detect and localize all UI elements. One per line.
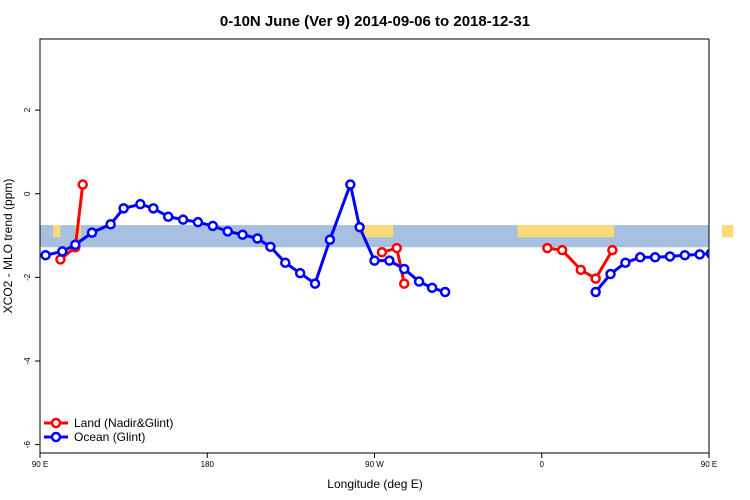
data-point — [737, 241, 745, 249]
y-tick-label: -2 — [23, 273, 32, 281]
series-line-1 — [45, 179, 446, 294]
y-tick-label: 2 — [23, 107, 32, 112]
x-tick-label: 90 E — [32, 460, 48, 469]
data-point — [664, 251, 676, 262]
data-point — [398, 263, 410, 275]
data-point — [620, 257, 631, 268]
data-point — [294, 267, 306, 279]
data-point — [177, 214, 189, 225]
series-line-1 — [594, 252, 709, 293]
data-point — [162, 211, 174, 222]
legend-marker — [50, 431, 62, 443]
data-point — [222, 226, 233, 237]
legend-marker — [50, 417, 62, 429]
data-point — [679, 249, 691, 261]
data-point — [105, 219, 116, 230]
x-axis-label: Longitude (deg E) — [327, 477, 422, 491]
y-tick-label: -6 — [23, 441, 32, 449]
data-point — [391, 242, 403, 254]
data-point — [376, 247, 388, 258]
data-point — [57, 246, 68, 257]
data-point — [237, 229, 248, 240]
land-patch — [517, 225, 615, 238]
data-point — [70, 239, 81, 250]
data-point — [148, 203, 159, 214]
data-point — [265, 241, 276, 253]
data-point — [575, 264, 587, 276]
x-tick-label: 0 — [540, 460, 545, 469]
data-point — [439, 286, 451, 298]
data-point — [118, 203, 129, 214]
y-axis-label: XCO2 - MLO trend (ppm) — [1, 179, 15, 314]
data-point — [426, 282, 438, 294]
x-tick-label: 90 E — [701, 460, 717, 469]
y-tick-label: -4 — [23, 357, 32, 365]
data-point — [354, 221, 365, 233]
data-point — [694, 249, 705, 260]
legend-label: Ocean (Glint) — [74, 430, 145, 444]
data-point — [384, 255, 395, 266]
series-group — [40, 179, 750, 298]
data-point — [556, 244, 568, 256]
series-layer — [40, 179, 750, 298]
data-point — [345, 179, 356, 190]
land-patch — [53, 225, 61, 238]
data-point — [634, 252, 646, 263]
data-point — [135, 198, 146, 210]
data-point — [77, 179, 88, 190]
data-point — [207, 220, 219, 232]
data-point — [722, 247, 730, 255]
data-point — [398, 278, 410, 289]
land-patch — [363, 225, 394, 238]
data-point — [590, 286, 601, 298]
x-tick-label: 90 W — [365, 460, 384, 469]
chart-title: 0-10N June (Ver 9) 2014-09-06 to 2018-12… — [220, 13, 530, 30]
legend-label: Land (Nadir&Glint) — [74, 416, 173, 430]
data-point — [413, 276, 425, 287]
data-point — [252, 233, 263, 244]
legend: Land (Nadir&Glint)Ocean (Glint) — [44, 416, 173, 444]
land-patch — [722, 225, 734, 238]
data-point — [40, 249, 51, 261]
data-point — [607, 244, 618, 256]
data-point — [86, 227, 98, 238]
data-point — [705, 248, 709, 259]
data-point — [324, 234, 336, 245]
data-point — [309, 278, 321, 289]
x-tick-label: 180 — [201, 460, 215, 469]
y-tick-label: 0 — [23, 191, 32, 196]
data-point — [192, 216, 204, 228]
data-point — [590, 273, 601, 284]
data-point — [542, 242, 553, 254]
data-point — [746, 255, 750, 263]
data-point — [649, 252, 661, 263]
map-band — [40, 225, 734, 248]
data-point — [605, 268, 616, 280]
data-point — [280, 257, 291, 268]
data-point — [369, 255, 380, 266]
